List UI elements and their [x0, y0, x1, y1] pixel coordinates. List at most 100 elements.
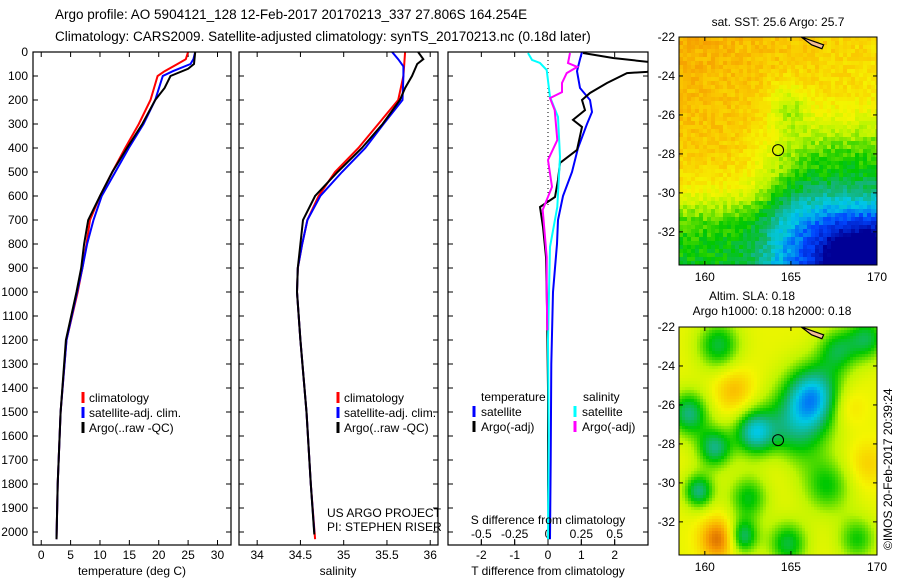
x-axis-label: T difference from climatology [471, 564, 625, 578]
legend-label: Argo(..raw -QC) [89, 421, 174, 435]
legend-label: Argo(..raw -QC) [344, 421, 429, 435]
legend-label: satellite-adj. clim. [344, 406, 436, 420]
y-tick-label: 200 [8, 93, 28, 107]
sst-map-image [679, 37, 877, 265]
s-tick-label: -0.25 [501, 527, 529, 541]
y-tick-label: 1200 [1, 333, 28, 347]
x-tick-label: 20 [152, 548, 166, 562]
temperature-line-2 [55, 52, 197, 540]
project-annotation: US ARGO PROJECT [327, 506, 442, 520]
pi-annotation: PI: STEPHEN RISER [327, 520, 442, 534]
legend-label: satellite-adj. clim. [89, 406, 181, 420]
x-tick-label: -2 [476, 548, 487, 562]
lon-tick-label: 160 [695, 270, 715, 284]
sst-map-axes: 160 165 170 -22 -24 -26 -28 -30 -32 sat. SST: 25.… [658, 15, 888, 284]
sst-map-title: sat. SST: 25.6 Argo: 25.7 [712, 15, 845, 29]
lat-tick-label: -28 [658, 437, 676, 451]
x-tick-label: 25 [181, 548, 195, 562]
y-tick-label: 500 [8, 165, 28, 179]
legend-label: climatology [89, 391, 149, 405]
lat-tick-label: -24 [658, 69, 676, 83]
y-tick-label: 2000 [1, 525, 28, 539]
s-axis-label: S difference from climatology [471, 513, 626, 527]
temperature-panel: 0 5 10 15 20 25 300100200300400500600700800900… [1, 45, 232, 578]
argo-location-marker [772, 144, 785, 157]
axes-frame [238, 51, 439, 546]
x-tick-label: 30 [211, 548, 225, 562]
x-axis-label: salinity [320, 564, 357, 578]
lon-tick-label: 170 [867, 560, 887, 574]
title-line-2: Climatology: CARS2009. Satellite-adjuste… [55, 29, 591, 44]
legend-label: Argo(-adj) [481, 420, 534, 434]
x-axis-label: temperature (deg C) [78, 564, 186, 578]
x-tick-label: -1 [509, 548, 520, 562]
lat-tick-label: -26 [658, 108, 676, 122]
legend-label: climatology [344, 391, 404, 405]
x-tick-label: 35.5 [375, 548, 399, 562]
y-tick-label: 100 [8, 69, 28, 83]
lat-tick-label: -32 [658, 515, 676, 529]
lon-tick-label: 160 [695, 560, 715, 574]
salinity-panel: 34 34.5 35 35.5 36 salinity climatologysatelli… [238, 51, 442, 578]
x-tick-label: 15 [123, 548, 137, 562]
y-tick-label: 400 [8, 141, 28, 155]
x-tick-label: 34 [250, 548, 264, 562]
sla-map-axes: 160 165 170 -22 -24 -26 -28 -30 -32 Altim. SLA: 0… [658, 289, 888, 574]
x-tick-label: 5 [67, 548, 74, 562]
lat-tick-label: -32 [658, 225, 676, 239]
lat-tick-label: -30 [658, 476, 676, 490]
y-tick-label: 1300 [1, 357, 28, 371]
legend-label: satellite [481, 405, 522, 419]
y-tick-label: 1800 [1, 477, 28, 491]
y-tick-label: 800 [8, 237, 28, 251]
lat-tick-label: -30 [658, 186, 676, 200]
temperature-line-1 [55, 52, 197, 540]
legend-label: Argo(-adj) [582, 420, 635, 434]
y-tick-label: 900 [8, 261, 28, 275]
x-tick-label: 35 [337, 548, 351, 562]
y-tick-label: 1400 [1, 381, 28, 395]
argo-location-marker [772, 434, 785, 447]
legend-title-salinity: salinity [583, 390, 620, 404]
sla-map-image [679, 327, 877, 555]
difference-line-0 [549, 52, 594, 540]
s-tick-label: 0.25 [570, 527, 594, 541]
y-tick-label: 300 [8, 117, 28, 131]
sla-map-title: Altim. SLA: 0.18 [709, 289, 795, 303]
lat-tick-label: -24 [658, 359, 676, 373]
x-tick-label: 0 [38, 548, 45, 562]
x-tick-label: 2 [611, 548, 618, 562]
lon-tick-label: 170 [867, 270, 887, 284]
difference-line-2 [527, 52, 562, 540]
y-tick-label: 1700 [1, 453, 28, 467]
salinity-line-2 [295, 52, 425, 535]
lat-tick-label: -22 [658, 30, 676, 44]
x-tick-label: 0 [545, 548, 552, 562]
difference-line-3 [541, 52, 580, 331]
land-patch [800, 36, 825, 50]
y-tick-label: 1600 [1, 429, 28, 443]
y-tick-label: 1000 [1, 285, 28, 299]
lon-tick-label: 165 [781, 560, 801, 574]
land-patch [800, 326, 825, 340]
lon-tick-label: 165 [781, 270, 801, 284]
y-tick-label: 1900 [1, 501, 28, 515]
map-frame [678, 36, 878, 266]
lat-tick-label: -28 [658, 147, 676, 161]
lat-tick-label: -26 [658, 398, 676, 412]
axes-frame [32, 51, 232, 546]
copyright-text: ©IMOS 20-Feb-2017 20:39:24 [881, 388, 895, 550]
legend-title-temperature: temperature [481, 390, 546, 404]
map-frame [678, 326, 878, 556]
y-tick-label: 1500 [1, 405, 28, 419]
x-tick-label: 10 [93, 548, 107, 562]
x-tick-label: 1 [578, 548, 585, 562]
salinity-line-0 [295, 52, 407, 540]
sla-map-subtitle: Argo h1000: 0.18 h2000: 0.18 [693, 304, 852, 318]
y-tick-label: 1100 [2, 309, 28, 323]
difference-panel: -2 -1 0 1 2-0.5 -0.25 0 0.25 0.5T difference fro… [447, 51, 649, 578]
x-tick-label: 36 [424, 548, 438, 562]
lat-tick-label: -22 [658, 320, 676, 334]
